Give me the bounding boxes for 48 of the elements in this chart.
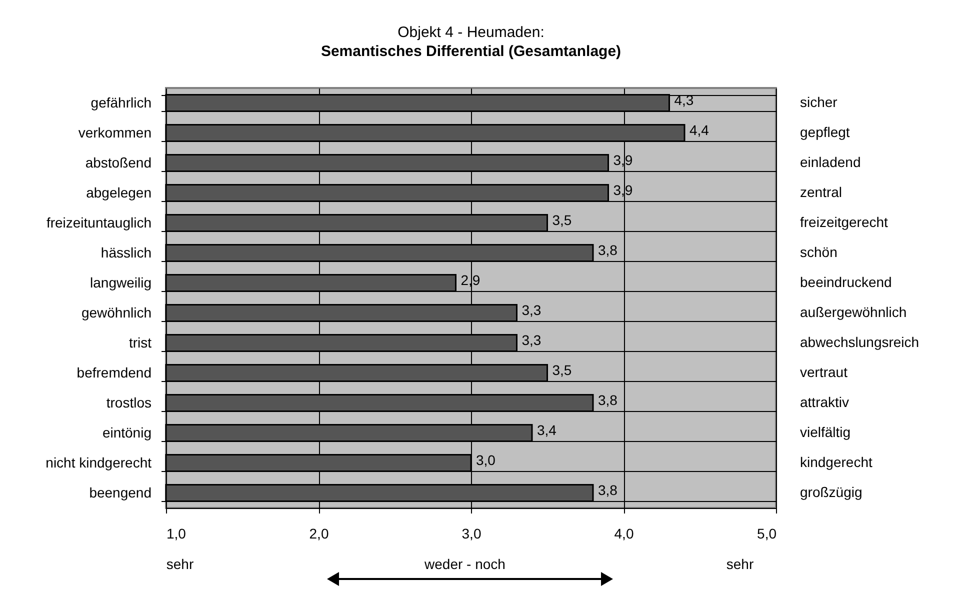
data-label: 3,3 xyxy=(522,302,542,318)
y2-tick-label: schön xyxy=(800,244,838,260)
y2-tick-label: großzügig xyxy=(800,484,862,500)
y-tick-label: beengend xyxy=(89,484,152,500)
y2-tick-label: außergewöhnlich xyxy=(800,304,907,320)
y-tick-label: trostlos xyxy=(106,394,152,410)
data-label: 3,8 xyxy=(598,242,618,258)
text: weder - noch xyxy=(424,556,506,572)
data-label: 3,8 xyxy=(598,392,618,408)
y2-tick-label: einladend xyxy=(800,154,861,170)
y-tick-label: trist xyxy=(128,334,152,350)
y-tick-label: gewöhnlich xyxy=(81,304,152,320)
y2-tick-label: vielfältig xyxy=(800,424,851,440)
data-label: 3,4 xyxy=(537,422,557,438)
y-tick-label: befremdend xyxy=(76,364,152,380)
y-tick-label: hässlich xyxy=(100,244,152,260)
y-tick-label: gefährlich xyxy=(90,94,152,110)
chart-subtitle: Semantisches Differential (Gesamtanlage) xyxy=(320,43,622,60)
y-tick-label: eintönig xyxy=(102,424,152,440)
y2-tick-label: sicher xyxy=(800,94,838,110)
y-tick-label: abgelegen xyxy=(86,184,152,200)
x-tick-label: 3,0 xyxy=(462,526,482,542)
x-tick-label: 4,0 xyxy=(614,526,634,542)
x-tick-label: 2,0 xyxy=(309,526,329,542)
y-tick-label: nicht kindgerecht xyxy=(46,454,152,470)
y2-tick-label: freizeitgerecht xyxy=(800,214,888,230)
text: sehr xyxy=(726,556,754,572)
data-label: 4,4 xyxy=(690,122,710,138)
y-tick-label: verkommen xyxy=(78,124,152,140)
y2-tick-label: beeindruckend xyxy=(800,274,892,290)
y-tick-label: abstoßend xyxy=(85,154,152,170)
y-tick-label: langweilig xyxy=(90,274,152,290)
data-label: 3,5 xyxy=(552,212,572,228)
x-tick-label: 5,0 xyxy=(757,526,777,542)
y2-tick-label: zentral xyxy=(800,184,842,200)
text: sehr xyxy=(166,556,194,572)
y2-tick-label: abwechslungsreich xyxy=(800,334,920,350)
y2-tick-label: gepflegt xyxy=(800,124,850,140)
data-label: 3,0 xyxy=(476,452,496,468)
x-tick-label: 1,0 xyxy=(166,526,186,542)
y2-tick-label: vertraut xyxy=(800,364,848,380)
data-label: 3,8 xyxy=(598,482,618,498)
y2-tick-label: kindgerecht xyxy=(800,454,872,470)
data-label: 3,5 xyxy=(552,362,572,378)
y-tick-label: freizeituntauglich xyxy=(46,214,152,230)
data-label: 3,3 xyxy=(522,332,542,348)
y2-tick-label: attraktiv xyxy=(800,394,850,410)
chart-title: Objekt 4 - Heumaden: xyxy=(398,24,544,41)
